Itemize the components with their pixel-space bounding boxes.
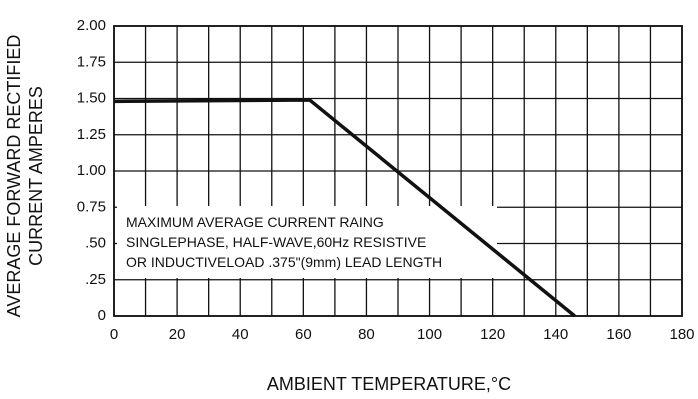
- annotation-line-1: MAXIMUM AVERAGE CURRENT RAING: [126, 214, 384, 230]
- x-tick-label: 0: [110, 326, 118, 343]
- y-tick-label: 0.75: [77, 198, 106, 215]
- y-tick-label: 2.00: [77, 17, 106, 34]
- x-tick-label: 160: [606, 326, 631, 343]
- x-tick-label: 60: [295, 326, 312, 343]
- series-line-0: [113, 98, 576, 318]
- x-tick-label: 100: [417, 326, 442, 343]
- x-tick-label: 180: [669, 326, 694, 343]
- x-tick-label: 80: [358, 326, 375, 343]
- y-tick-label: 1.25: [77, 126, 106, 143]
- x-tick-label: 40: [232, 326, 249, 343]
- annotation-background: [117, 206, 497, 278]
- grid: [113, 25, 683, 317]
- x-axis-label: AMBIENT TEMPERATURE,°C: [267, 374, 511, 394]
- y-tick-label: .50: [85, 235, 106, 252]
- x-tick-label: 120: [480, 326, 505, 343]
- y-axis-label: AVERAGE FORWARD RECTIFIED CURRENT AMPERE…: [4, 35, 46, 318]
- annotation-line-3: OR INDUCTIVELOAD .375"(9mm) LEAD LENGTH: [126, 254, 442, 270]
- y-tick-label: .25: [85, 271, 106, 288]
- y-tick-label: 1.50: [77, 90, 106, 107]
- tick-labels: 0 20 40 60 80 100 120 140 160 180 0 .25 .50 0.75 1.00 1…: [77, 17, 695, 343]
- annotation-line-2: SINGLEPHASE, HALF-WAVE,60Hz RESISTIVE: [126, 234, 426, 250]
- x-tick-label: 140: [543, 326, 568, 343]
- y-tick-label: 1.00: [77, 162, 106, 179]
- plot-frame: [113, 25, 683, 317]
- y-tick-label: 1.75: [77, 53, 106, 70]
- y-tick-label: 0: [98, 307, 106, 324]
- y-axis-label-line-1: AVERAGE FORWARD RECTIFIED: [4, 35, 24, 318]
- y-axis-label-line-2: CURRENT AMPERES: [26, 86, 46, 266]
- annotation: MAXIMUM AVERAGE CURRENT RAING SINGLEPHAS…: [126, 214, 442, 270]
- x-tick-label: 20: [169, 326, 186, 343]
- series-layer: [113, 98, 576, 318]
